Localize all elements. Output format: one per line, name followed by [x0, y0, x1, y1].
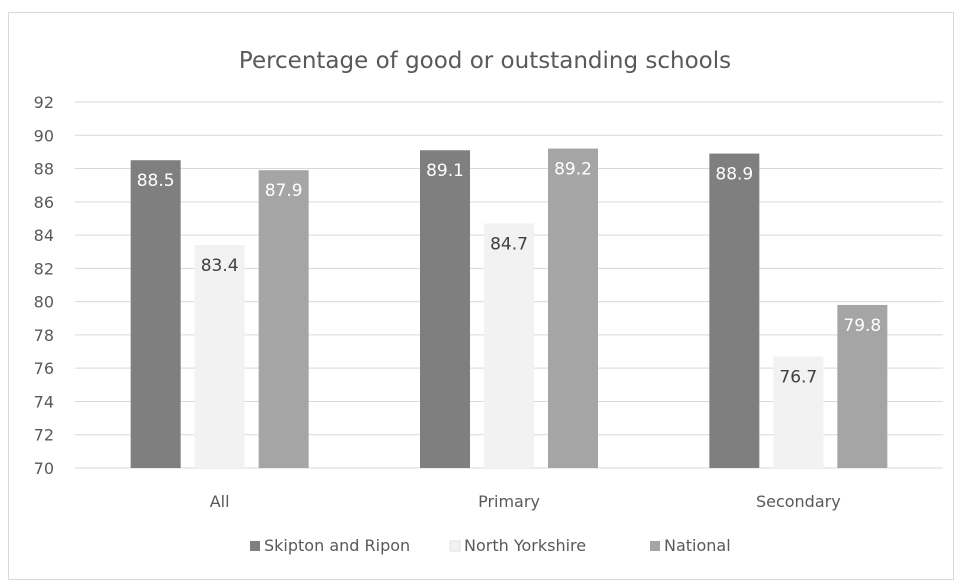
y-tick-label: 78 [34, 326, 54, 345]
legend-label: National [664, 536, 731, 555]
bar-national-primary [548, 148, 598, 468]
legend-swatch-skipton-and-ripon [250, 541, 260, 551]
y-tick-label: 92 [34, 93, 54, 112]
y-tick-label: 86 [34, 193, 54, 212]
data-label: 84.7 [490, 234, 528, 254]
bar-national-secondary [837, 304, 888, 468]
x-axis-category-labels: All Primary Secondary [210, 492, 841, 511]
y-tick-label: 84 [34, 226, 54, 245]
data-label: 88.9 [715, 165, 753, 185]
bar-north-yorkshire-primary [484, 223, 534, 468]
y-tick-label: 70 [34, 459, 54, 478]
legend-label: North Yorkshire [464, 536, 586, 555]
bar-national-all [258, 170, 309, 468]
bar-skipton-and-ripon-all [130, 160, 181, 468]
bar-north-yorkshire-secondary [773, 356, 824, 468]
data-label: 89.2 [554, 160, 592, 180]
data-labels: 88.5 83.4 87.9 89.1 84.7 89.2 88.9 76.7 79.8 [137, 160, 882, 388]
y-tick-label: 72 [34, 426, 54, 445]
data-label: 89.1 [426, 161, 464, 181]
chart-title: Percentage of good or outstanding school… [239, 48, 731, 74]
category-label: Secondary [756, 492, 841, 511]
y-tick-label: 80 [34, 293, 54, 312]
chart-area: Percentage of good or outstanding school… [8, 12, 954, 580]
y-tick-label: 76 [34, 359, 54, 378]
legend: Skipton and Ripon North Yorkshire National [250, 536, 731, 555]
bar-chart: Percentage of good or outstanding school… [34, 48, 943, 555]
y-tick-label: 90 [34, 126, 54, 145]
data-label: 83.4 [201, 256, 239, 276]
legend-swatch-national [650, 541, 660, 551]
data-label: 87.9 [265, 181, 303, 201]
y-tick-label: 74 [34, 392, 54, 411]
y-axis-tick-labels: 70 72 74 76 78 80 82 84 86 88 90 92 [34, 93, 54, 478]
bar-skipton-and-ripon-primary [420, 150, 470, 468]
data-label: 88.5 [137, 171, 175, 191]
legend-label: Skipton and Ripon [264, 536, 410, 555]
y-tick-label: 82 [34, 259, 54, 278]
data-label: 79.8 [843, 316, 881, 336]
bar-skipton-and-ripon-secondary [709, 153, 760, 468]
data-label: 76.7 [779, 368, 817, 388]
bars [130, 148, 888, 468]
y-tick-label: 88 [34, 160, 54, 179]
category-label: All [210, 492, 230, 511]
legend-swatch-north-yorkshire [449, 540, 461, 552]
bar-north-yorkshire-all [194, 245, 245, 468]
category-label: Primary [478, 492, 540, 511]
